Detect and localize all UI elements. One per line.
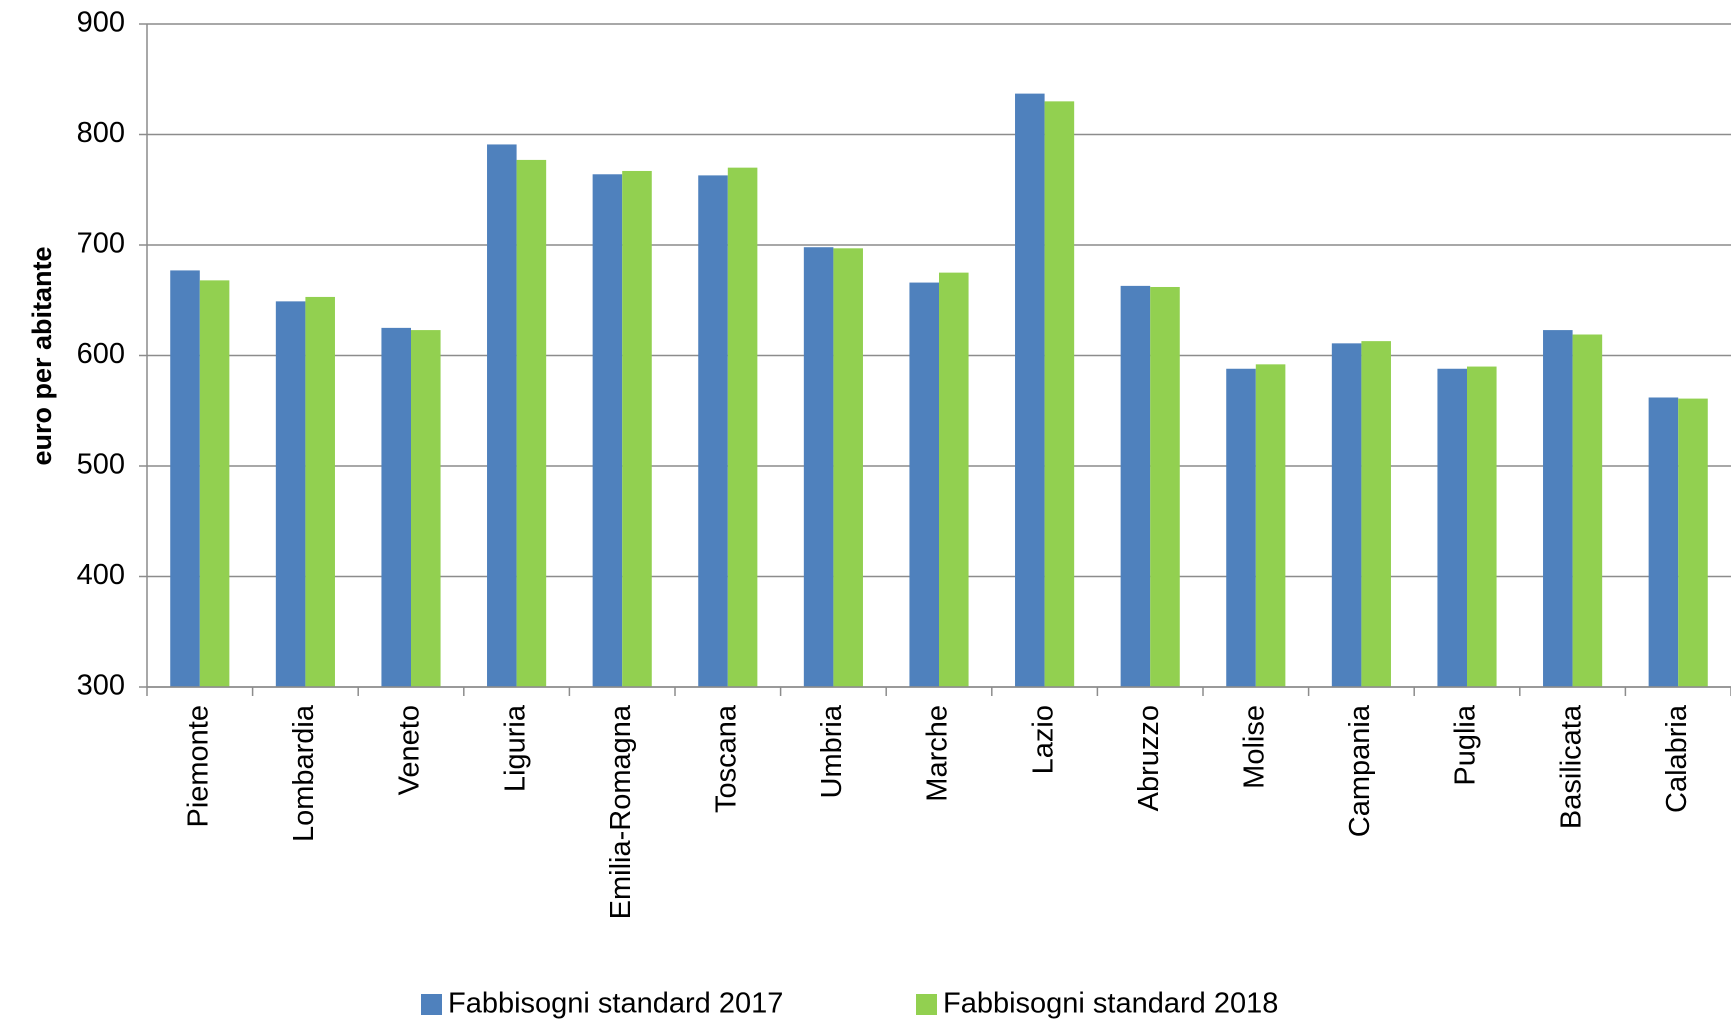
x-tick-label: Emilia-Romagna	[605, 704, 637, 919]
x-tick-label: Calabria	[1661, 704, 1693, 813]
bar	[1150, 286, 1180, 687]
bar	[516, 159, 547, 688]
bar	[487, 144, 517, 687]
x-tick-label: Molise	[1238, 705, 1270, 789]
bar	[170, 270, 200, 687]
x-tick-label: Campania	[1344, 704, 1376, 837]
x-tick-label: Abruzzo	[1133, 705, 1165, 811]
y-tick-label: 400	[77, 559, 125, 591]
y-tick-label: 800	[77, 117, 125, 149]
bar	[698, 175, 728, 687]
y-tick-label: 500	[77, 449, 125, 481]
bar	[1044, 101, 1075, 688]
x-tick-label: Toscana	[710, 704, 742, 813]
bar	[305, 296, 335, 687]
legend-swatch	[916, 994, 937, 1015]
bar	[1648, 397, 1679, 687]
bar	[275, 301, 306, 687]
bar	[833, 248, 863, 687]
bar	[1120, 285, 1151, 687]
bar	[1226, 368, 1256, 687]
bar	[939, 272, 969, 687]
x-tick-label: Liguria	[499, 704, 531, 792]
bar	[592, 174, 623, 687]
x-tick-label: Basilicata	[1555, 704, 1587, 829]
bar	[1572, 334, 1603, 687]
y-tick-label: 900	[77, 7, 125, 39]
bar	[199, 280, 230, 687]
x-tick-label: Lazio	[1027, 705, 1059, 774]
legend-swatch	[421, 994, 442, 1015]
y-axis-title: euro per abitante	[27, 246, 57, 465]
bar	[1437, 368, 1467, 687]
bar	[1361, 341, 1391, 687]
bar	[1467, 366, 1497, 687]
bar	[1678, 398, 1708, 687]
x-tick-label: Umbria	[816, 704, 848, 798]
bar	[622, 170, 652, 688]
bar	[803, 247, 834, 687]
bar	[909, 282, 939, 687]
bar	[1015, 93, 1045, 688]
bar	[1331, 343, 1362, 687]
bar	[381, 327, 411, 687]
y-tick-label: 600	[77, 338, 125, 370]
legend-label: Fabbisogni standard 2018	[943, 988, 1278, 1020]
bar	[727, 167, 758, 687]
x-tick-label: Veneto	[394, 705, 426, 795]
bar	[411, 330, 441, 687]
bar	[1543, 330, 1573, 687]
bar	[1255, 364, 1286, 687]
x-tick-label: Lombardia	[288, 704, 320, 842]
y-tick-label: 700	[77, 228, 125, 260]
legend-label: Fabbisogni standard 2017	[448, 988, 783, 1020]
x-tick-label: Piemonte	[182, 705, 214, 828]
x-tick-label: Puglia	[1450, 704, 1482, 785]
y-tick-label: 300	[77, 670, 125, 702]
x-tick-label: Marche	[922, 705, 954, 802]
